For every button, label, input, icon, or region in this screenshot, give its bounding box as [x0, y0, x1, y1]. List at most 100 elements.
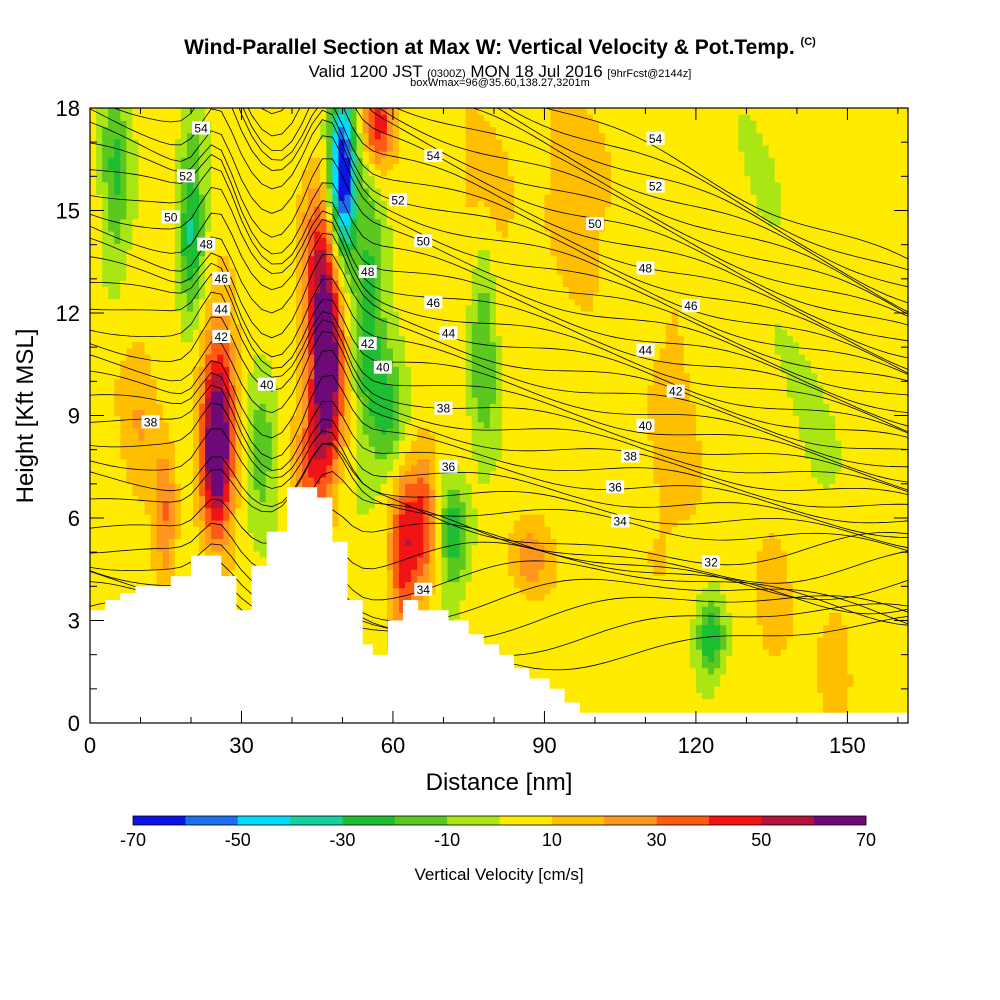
velocity-cell [168, 157, 176, 164]
velocity-cell [186, 458, 194, 466]
velocity-cell [217, 132, 224, 140]
velocity-cell [96, 329, 103, 337]
velocity-cell [320, 354, 327, 361]
velocity-cell [356, 292, 364, 300]
velocity-cell [247, 593, 255, 601]
velocity-cell [362, 120, 370, 128]
velocity-cell [205, 175, 212, 183]
velocity-cell [253, 187, 261, 195]
velocity-cell [277, 298, 285, 306]
velocity-cell [211, 157, 218, 164]
velocity-cell [199, 274, 206, 281]
velocity-cell [168, 237, 176, 244]
velocity-cell [180, 157, 188, 164]
velocity-cell [296, 108, 303, 115]
velocity-cell [229, 255, 237, 263]
velocity-cell [186, 335, 194, 343]
velocity-cell [120, 427, 127, 435]
velocity-cell [96, 317, 103, 324]
velocity-cell [193, 366, 200, 374]
velocity-cell [362, 575, 370, 583]
velocity-cell [338, 181, 346, 189]
velocity-cell [332, 286, 340, 294]
velocity-cell [156, 556, 164, 564]
velocity-cell [241, 501, 249, 509]
velocity-cell [271, 354, 279, 361]
velocity-cell [368, 550, 376, 558]
velocity-cell [283, 415, 291, 423]
velocity-cell [120, 200, 127, 207]
velocity-cell [223, 120, 230, 128]
velocity-cell [326, 354, 333, 361]
velocity-cell [90, 144, 97, 152]
velocity-cell [126, 144, 134, 152]
velocity-cell [283, 175, 291, 183]
velocity-cell [350, 280, 358, 287]
velocity-cell [114, 581, 121, 589]
velocity-cell [235, 274, 243, 281]
velocity-cell [90, 347, 97, 355]
velocity-cell [253, 261, 261, 269]
velocity-cell [96, 255, 103, 263]
velocity-cell [332, 298, 340, 306]
velocity-cell [235, 440, 243, 447]
velocity-cell [211, 427, 218, 435]
velocity-cell [96, 600, 103, 607]
velocity-cell [235, 335, 243, 343]
velocity-cell [283, 458, 291, 466]
velocity-cell [283, 440, 291, 447]
velocity-cell [96, 403, 103, 410]
velocity-cell [180, 243, 188, 251]
velocity-cell [180, 181, 188, 189]
velocity-cell [271, 169, 279, 177]
velocity-cell [211, 532, 218, 540]
velocity-cell [283, 310, 291, 318]
velocity-cell [374, 138, 382, 146]
velocity-cell [283, 347, 291, 355]
velocity-cell [356, 138, 364, 146]
velocity-cell [277, 341, 285, 349]
velocity-cell [271, 335, 279, 343]
velocity-cell [102, 556, 109, 564]
velocity-cell [223, 397, 230, 404]
velocity-cell [271, 120, 279, 128]
velocity-cell [168, 341, 176, 349]
velocity-cell [138, 274, 146, 281]
velocity-cell [308, 421, 315, 429]
velocity-cell [350, 446, 358, 453]
velocity-cell [162, 329, 170, 337]
velocity-cell [156, 157, 164, 164]
velocity-cell [253, 317, 261, 324]
velocity-cell [180, 341, 188, 349]
velocity-cell [162, 231, 170, 238]
velocity-cell [186, 274, 194, 281]
velocity-cell [296, 243, 303, 251]
velocity-cell [174, 341, 182, 349]
velocity-cell [126, 532, 134, 540]
velocity-cell [259, 366, 267, 374]
velocity-cell [90, 507, 97, 515]
velocity-cell [217, 194, 224, 201]
velocity-cell [162, 427, 170, 435]
velocity-cell [350, 538, 358, 546]
velocity-cell [229, 489, 237, 497]
velocity-cell [332, 538, 340, 546]
velocity-cell [229, 384, 237, 392]
velocity-cell [271, 390, 279, 398]
velocity-cell [138, 317, 146, 324]
velocity-cell [150, 181, 158, 189]
velocity-cell [241, 169, 249, 177]
velocity-cell [132, 366, 140, 374]
velocity-cell [247, 304, 255, 312]
velocity-cell [283, 317, 291, 324]
velocity-cell [102, 354, 109, 361]
velocity-cell [199, 231, 206, 238]
velocity-cell [138, 360, 146, 367]
velocity-cell [96, 237, 103, 244]
velocity-cell [368, 464, 376, 472]
velocity-cell [247, 575, 255, 583]
velocity-cell [386, 526, 394, 533]
velocity-cell [338, 397, 346, 404]
velocity-cell [114, 231, 121, 238]
velocity-cell [271, 403, 279, 410]
